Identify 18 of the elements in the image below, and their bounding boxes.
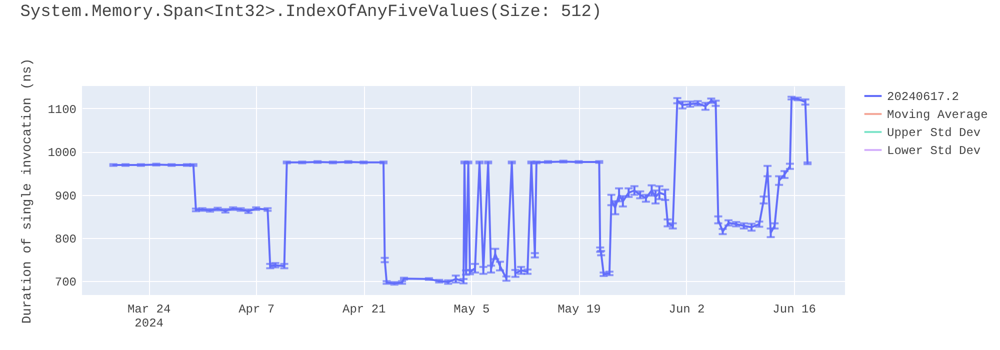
y-tick-label: 800 xyxy=(54,232,76,246)
legend-label: Moving Average xyxy=(887,108,988,122)
x-tick-label: May 19 xyxy=(558,302,601,316)
x-tick-label: Mar 24 2024 xyxy=(127,302,171,330)
y-tick-label: 700 xyxy=(54,276,76,290)
legend-label: Lower Std Dev xyxy=(887,144,981,158)
legend-label: Upper Std Dev xyxy=(887,126,981,140)
x-tick-label: Jun 16 xyxy=(772,302,816,316)
x-tick-label: May 5 xyxy=(454,302,490,316)
y-axis-title: Duration of single invocation (ns) xyxy=(20,58,35,324)
legend-label: 20240617.2 xyxy=(887,90,960,104)
y-tick-label: 900 xyxy=(54,189,76,204)
y-tick-label: 1100 xyxy=(48,102,76,117)
chart-title: System.Memory.Span<Int32>.IndexOfAnyFiveValues(Size: 512) xyxy=(20,2,602,22)
x-tick-label: Jun 2 xyxy=(668,302,705,316)
x-tick-label: Apr 21 xyxy=(342,302,386,316)
x-tick-label: Apr 7 xyxy=(238,302,275,316)
y-tick-label: 1000 xyxy=(48,146,76,160)
